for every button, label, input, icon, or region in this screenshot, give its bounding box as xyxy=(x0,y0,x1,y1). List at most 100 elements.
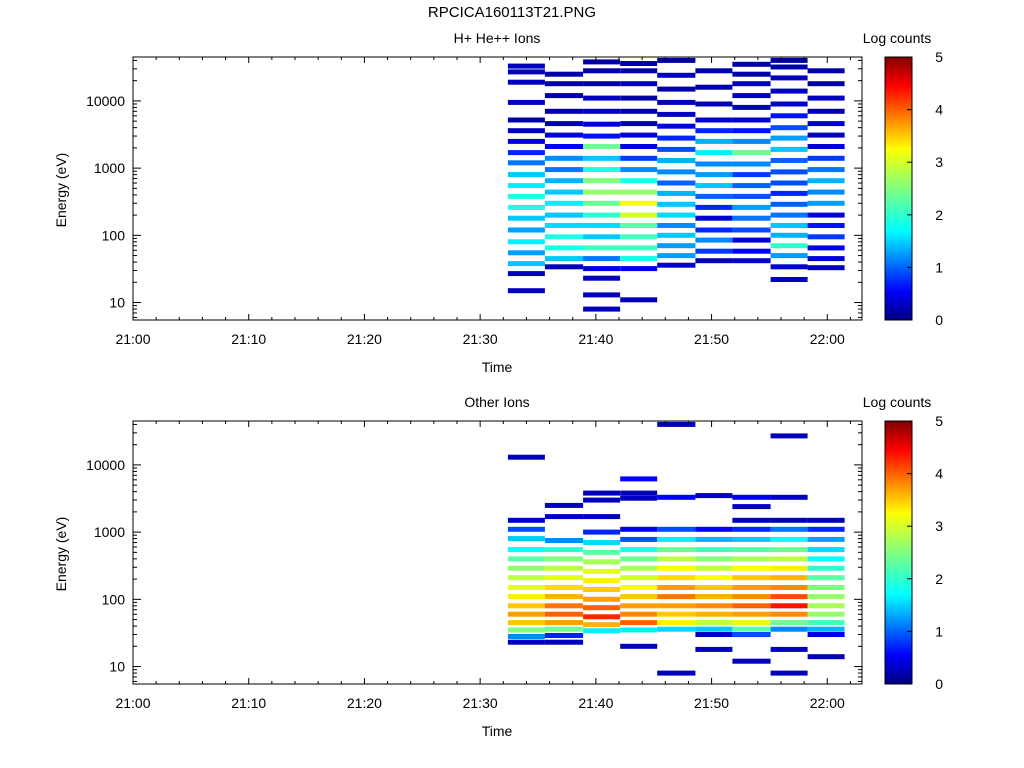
heatmap-cell xyxy=(770,556,808,562)
heatmap-cell xyxy=(544,575,584,581)
heatmap-cell xyxy=(507,565,545,571)
heatmap-cell xyxy=(770,125,808,131)
heatmap-cell xyxy=(807,245,845,251)
heatmap-cell xyxy=(657,123,696,129)
heatmap-cell xyxy=(657,111,696,117)
heatmap-cell xyxy=(620,620,658,626)
heatmap-cell xyxy=(657,611,696,617)
colorbar-tick-label: 0 xyxy=(935,312,943,328)
heatmap-cell xyxy=(507,227,545,233)
heatmap-cell xyxy=(583,559,621,565)
colorbar: 0 1 2 3 4 5 xyxy=(884,413,943,692)
heatmap-cell xyxy=(695,594,733,600)
heatmap-cell xyxy=(507,575,545,581)
heatmap-cell xyxy=(770,223,808,228)
heatmap-cell xyxy=(770,433,808,439)
heatmap-cell xyxy=(770,180,808,186)
heatmap-cell xyxy=(695,526,733,532)
axes: 21:00 21:10 21:20 21:30 21:40 21:50 22:00 10 100… xyxy=(86,420,863,711)
heatmap-cell xyxy=(657,575,696,581)
heatmap-cell xyxy=(507,99,545,105)
heatmap-cell xyxy=(657,626,696,632)
heatmap-cell xyxy=(544,585,584,590)
heatmap-cell xyxy=(695,632,733,637)
heatmap-cell xyxy=(657,421,696,427)
heatmap-cell xyxy=(695,150,733,156)
x-tick-label: 22:00 xyxy=(810,695,845,711)
heatmap-cell xyxy=(583,144,621,149)
heatmap-cell xyxy=(807,536,845,542)
heatmap-cell xyxy=(807,556,845,562)
heatmap-cell xyxy=(732,620,771,626)
heatmap-cell xyxy=(583,167,621,173)
heatmap-cell xyxy=(507,250,545,256)
heatmap-cell xyxy=(657,72,696,78)
heatmap-cell xyxy=(507,215,545,221)
heatmap-cell xyxy=(807,654,845,660)
heatmap-cell xyxy=(732,117,771,123)
heatmap-cell xyxy=(695,646,733,652)
heatmap-cell xyxy=(770,277,808,282)
heatmap-cell xyxy=(620,495,658,501)
heatmap-cell xyxy=(544,620,584,626)
heatmap-cell xyxy=(807,95,845,101)
heatmap-cell xyxy=(657,190,696,196)
heatmap-cell xyxy=(620,627,658,633)
colorbar-gradient xyxy=(884,56,913,321)
y-tick-label: 10 xyxy=(109,659,125,675)
heatmap-cell xyxy=(770,536,808,542)
heatmap-cell xyxy=(583,245,621,251)
heatmap-cell xyxy=(657,57,696,63)
heatmap-cell xyxy=(583,549,621,555)
heatmap-cell xyxy=(544,611,584,617)
plot-frame xyxy=(132,420,863,685)
heatmap-cell xyxy=(544,81,584,87)
axes: 21:00 21:10 21:20 21:30 21:40 21:50 22:00 10 100… xyxy=(86,56,863,347)
heatmap-cell xyxy=(507,517,545,523)
heatmap-cell xyxy=(620,547,658,553)
heatmap-cell xyxy=(507,63,545,69)
heatmap-cell xyxy=(657,620,696,626)
heatmap-cell xyxy=(732,494,771,500)
heatmap-cell xyxy=(507,639,545,645)
heatmap-cell xyxy=(544,132,584,138)
heatmap-cell xyxy=(807,517,845,523)
colorbar-label: Log counts xyxy=(863,30,932,46)
panel-title: H+ He++ Ions xyxy=(454,30,541,46)
x-tick-label: 21:00 xyxy=(115,331,150,347)
heatmap-cell xyxy=(507,128,545,134)
heatmap-cell xyxy=(583,121,621,127)
heatmap-cell xyxy=(732,93,771,99)
heatmap-cell xyxy=(657,494,696,500)
heatmap-cell xyxy=(770,575,808,581)
heatmap-cell xyxy=(507,69,545,75)
y-tick-label: 10000 xyxy=(86,457,125,473)
heatmap-cell xyxy=(732,565,771,571)
heatmap-cell xyxy=(770,113,808,119)
x-axis-label: Time xyxy=(482,359,513,375)
heatmap-cell xyxy=(732,594,771,600)
heatmap-cell xyxy=(583,133,621,139)
heatmap-cell xyxy=(657,99,696,105)
colorbar-tick-label: 2 xyxy=(935,207,943,223)
heatmap-cell xyxy=(620,81,658,87)
heatmap-cell xyxy=(507,138,545,144)
heatmap-cell xyxy=(657,212,696,218)
heatmap-cell xyxy=(807,585,845,590)
heatmap-cell xyxy=(695,493,733,499)
heatmap-cell xyxy=(620,132,658,138)
heatmap-cell xyxy=(807,626,845,632)
heatmap-cell xyxy=(544,639,584,645)
x-tick-label: 21:40 xyxy=(578,331,613,347)
heatmap-cell xyxy=(657,201,696,207)
heatmap-cell xyxy=(583,497,621,503)
heatmap-cells xyxy=(507,57,845,312)
heatmap-cell xyxy=(507,536,545,542)
heatmap-cell xyxy=(507,288,545,294)
heatmap-cell xyxy=(732,556,771,562)
heatmap-cell xyxy=(657,243,696,249)
heatmap-cell xyxy=(732,237,771,243)
heatmap-cell xyxy=(507,611,545,617)
heatmap-cell xyxy=(583,587,621,592)
